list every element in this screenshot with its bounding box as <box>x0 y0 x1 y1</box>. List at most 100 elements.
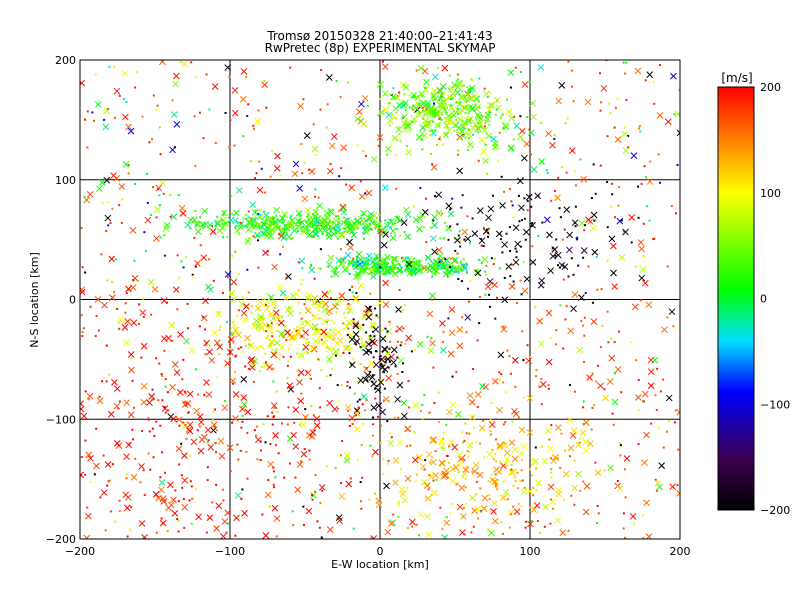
data-point-dot <box>337 348 340 351</box>
data-point-x <box>567 444 575 452</box>
data-point-dot <box>265 217 268 220</box>
data-point-dot <box>458 264 461 267</box>
data-point-x <box>454 89 462 96</box>
data-point-dot <box>466 92 469 95</box>
data-point-dot <box>591 406 594 409</box>
data-point-dot <box>521 139 524 142</box>
data-point-dot <box>520 469 523 472</box>
data-point-dot <box>344 230 347 233</box>
data-point-x <box>616 485 624 493</box>
data-point-x <box>512 410 520 418</box>
data-point-dot <box>195 368 198 371</box>
data-point-dot <box>457 78 460 81</box>
data-point-dot <box>514 247 517 250</box>
data-point-dot <box>331 368 334 371</box>
data-point-x <box>311 295 319 302</box>
data-point-dot <box>537 235 540 238</box>
data-point-dot <box>579 489 582 492</box>
data-point-dot <box>457 112 460 115</box>
data-point-dot <box>347 302 350 305</box>
data-point-dot <box>362 213 365 216</box>
data-point-x <box>297 102 304 110</box>
data-point-x <box>404 233 412 241</box>
data-point-x <box>447 210 455 218</box>
data-point-dot <box>639 130 642 133</box>
data-point-dot <box>320 536 323 539</box>
data-point-dot <box>510 463 513 466</box>
data-point-dot <box>301 278 304 281</box>
data-point-dot <box>443 106 446 109</box>
data-point-dot <box>502 381 505 384</box>
data-point-dot <box>623 468 626 471</box>
data-point-x <box>471 92 479 100</box>
data-point-x <box>173 369 181 376</box>
data-point-dot <box>303 228 306 231</box>
data-point-dot <box>164 411 167 414</box>
data-point-dot <box>155 531 158 534</box>
data-point-x <box>527 129 535 137</box>
data-point-x <box>344 251 352 259</box>
data-point-dot <box>160 517 163 520</box>
data-point-x <box>582 438 590 446</box>
data-point-x <box>301 195 309 203</box>
data-point-dot <box>293 335 296 338</box>
data-point-dot <box>387 366 390 369</box>
data-point-x <box>232 391 240 398</box>
data-point-dot <box>456 223 459 226</box>
data-point-dot <box>109 222 112 225</box>
data-point-dot <box>612 423 615 426</box>
data-point-dot <box>475 493 478 496</box>
data-point-dot <box>84 271 87 274</box>
data-point-dot <box>389 102 392 105</box>
data-point-dot <box>301 267 304 270</box>
data-point-x <box>638 274 646 282</box>
data-point-dot <box>411 108 414 111</box>
data-point-x <box>123 453 130 460</box>
data-point-x <box>664 118 672 126</box>
data-point-x <box>484 115 491 122</box>
data-point-dot <box>521 330 524 333</box>
data-point-dot <box>397 501 400 504</box>
data-point-x <box>313 230 320 238</box>
data-point-dot <box>514 476 517 479</box>
data-point-dot <box>599 109 602 112</box>
data-point-dot <box>413 120 416 123</box>
data-point-dot <box>456 482 459 485</box>
data-point-x <box>221 518 229 525</box>
y-tick-label: 0 <box>69 294 76 307</box>
data-point-dot <box>649 160 652 163</box>
data-point-x <box>525 357 532 365</box>
data-point-dot <box>369 334 372 337</box>
data-point-x <box>582 419 590 427</box>
chart-subtitle: RwPretec (8p) EXPERIMENTAL SKYMAP <box>265 41 496 55</box>
data-point-dot <box>364 256 367 259</box>
data-point-x <box>486 278 494 285</box>
data-point-x <box>375 402 383 410</box>
data-point-x <box>628 214 636 221</box>
data-point-x <box>181 476 189 484</box>
data-point-x <box>351 259 359 266</box>
data-point-dot <box>431 95 434 98</box>
data-point-x <box>452 267 460 275</box>
data-point-dot <box>462 124 465 127</box>
data-point-dot <box>563 228 566 231</box>
data-point-dot <box>180 260 183 263</box>
data-point-x <box>432 258 440 265</box>
data-point-dot <box>331 223 334 226</box>
data-point-dot <box>241 420 244 423</box>
data-point-dot <box>528 194 531 197</box>
data-point-x <box>467 141 474 148</box>
data-point-dot <box>616 97 619 100</box>
data-point-dot <box>490 257 493 260</box>
data-point-dot <box>597 512 600 515</box>
data-point-dot <box>510 200 513 203</box>
data-point-x <box>554 424 562 431</box>
data-point-x <box>416 225 423 233</box>
data-point-dot <box>405 445 408 448</box>
data-point-dot <box>434 267 437 270</box>
data-point-dot <box>80 456 83 459</box>
data-point-dot <box>303 448 306 451</box>
data-point-dot <box>399 139 402 142</box>
data-point-dot <box>456 252 459 255</box>
data-point-dot <box>570 257 573 260</box>
